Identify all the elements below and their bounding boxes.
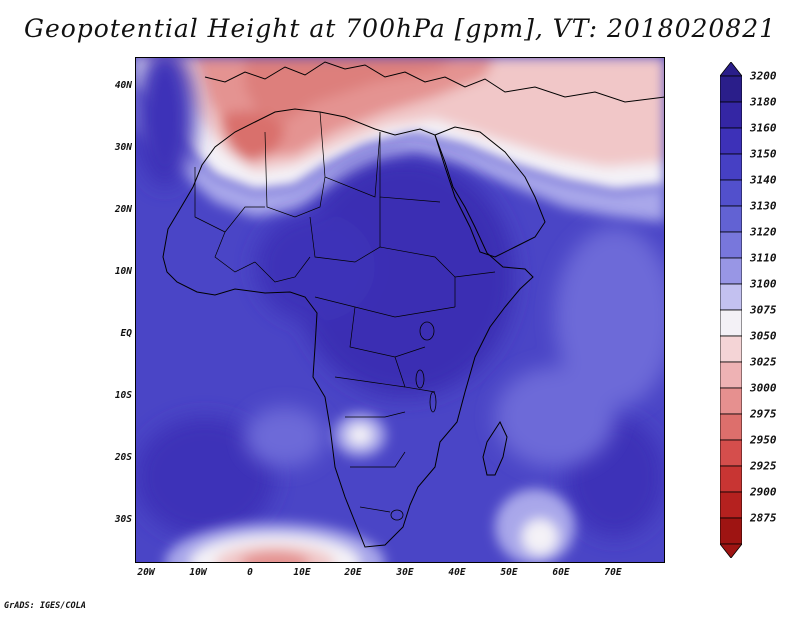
colorbar-level-label: 2925: [750, 459, 777, 473]
lon-label: 10W: [189, 567, 207, 578]
colorbar-swatch: [720, 491, 742, 519]
lat-label: 20S: [114, 452, 132, 463]
colorbar-level-label: 3150: [750, 147, 777, 161]
country-borders: [194, 111, 496, 513]
colorbar-swatch: [720, 517, 742, 545]
grads-credit: GrADS: IGES/COLA: [4, 601, 86, 611]
colorbar-level-label: 3160: [750, 121, 777, 135]
colorbar-swatch: [720, 179, 742, 207]
coastline-madagascar: [482, 420, 508, 476]
colorbar-swatch: [720, 231, 742, 259]
lat-label: EQ: [120, 328, 132, 339]
colorbar-level-label: 2900: [750, 485, 777, 499]
colorbar-swatch: [720, 413, 742, 441]
colorbar-swatch: [720, 361, 742, 389]
colorbar-top-arrow: [720, 62, 742, 77]
lon-label: 50E: [500, 567, 518, 578]
coastline-europe: [204, 61, 665, 103]
lat-label: 10N: [114, 266, 132, 277]
lon-label: 60E: [552, 567, 570, 578]
colorbar-level-label: 3140: [750, 173, 777, 187]
colorbar: [720, 62, 742, 558]
colorbar-level-label: 3130: [750, 199, 777, 213]
colorbar-level-label: 3120: [750, 225, 777, 239]
coastline-arabia: [434, 126, 546, 258]
colorbar-level-label: 2950: [750, 433, 777, 447]
field-light-east: [245, 227, 665, 467]
lat-label: 30N: [114, 142, 132, 153]
field-south-highs: [165, 413, 575, 563]
field-pale-band: [135, 87, 665, 222]
field-deep-core: [135, 57, 665, 537]
colorbar-swatch: [720, 439, 742, 467]
lat-label: 10S: [114, 390, 132, 401]
lat-label: 20N: [114, 204, 132, 215]
colorbar-swatch: [720, 153, 742, 181]
colorbar-level-label: 3075: [750, 303, 777, 317]
colorbar-swatch: [720, 127, 742, 155]
colorbar-level-label: 3100: [750, 277, 777, 291]
colorbar-level-label: 3110: [750, 251, 777, 265]
colorbar-swatch: [720, 335, 742, 363]
colorbar-swatch: [720, 75, 742, 103]
colorbar-level-label: 2875: [750, 511, 777, 525]
field-north-band: [135, 57, 665, 192]
lon-label: 70E: [604, 567, 622, 578]
chart-title: Geopotential Height at 700hPa [gpm], VT:…: [23, 14, 777, 43]
colorbar-level-label: 3025: [750, 355, 777, 369]
lon-label: 30E: [396, 567, 414, 578]
lat-label: 40N: [114, 80, 132, 91]
colorbar-level-label: 3050: [750, 329, 777, 343]
colorbar-swatch: [720, 205, 742, 233]
colorbar-level-label: 3200: [750, 69, 777, 83]
colorbar-level-label: 3000: [750, 381, 777, 395]
lon-label: 20W: [137, 567, 155, 578]
colorbar-swatch: [720, 257, 742, 285]
coastline-africa: [162, 108, 534, 548]
colorbar-swatch: [720, 309, 742, 337]
colorbar-swatch: [720, 465, 742, 493]
colorbar-bottom-arrow: [720, 543, 742, 558]
map-svg: [135, 57, 665, 563]
colorbar-swatch: [720, 283, 742, 311]
lon-label: 0: [247, 567, 253, 578]
lakes: [390, 321, 437, 521]
colorbar-swatch: [720, 101, 742, 129]
colorbar-swatch: [720, 387, 742, 415]
colorbar-level-label: 2975: [750, 407, 777, 421]
map-panel: [135, 57, 665, 563]
colorbar-level-label: 3180: [750, 95, 777, 109]
lon-label: 10E: [293, 567, 311, 578]
lat-label: 30S: [114, 514, 132, 525]
lon-label: 20E: [344, 567, 362, 578]
map-frame: [135, 57, 665, 563]
lon-label: 40E: [448, 567, 466, 578]
